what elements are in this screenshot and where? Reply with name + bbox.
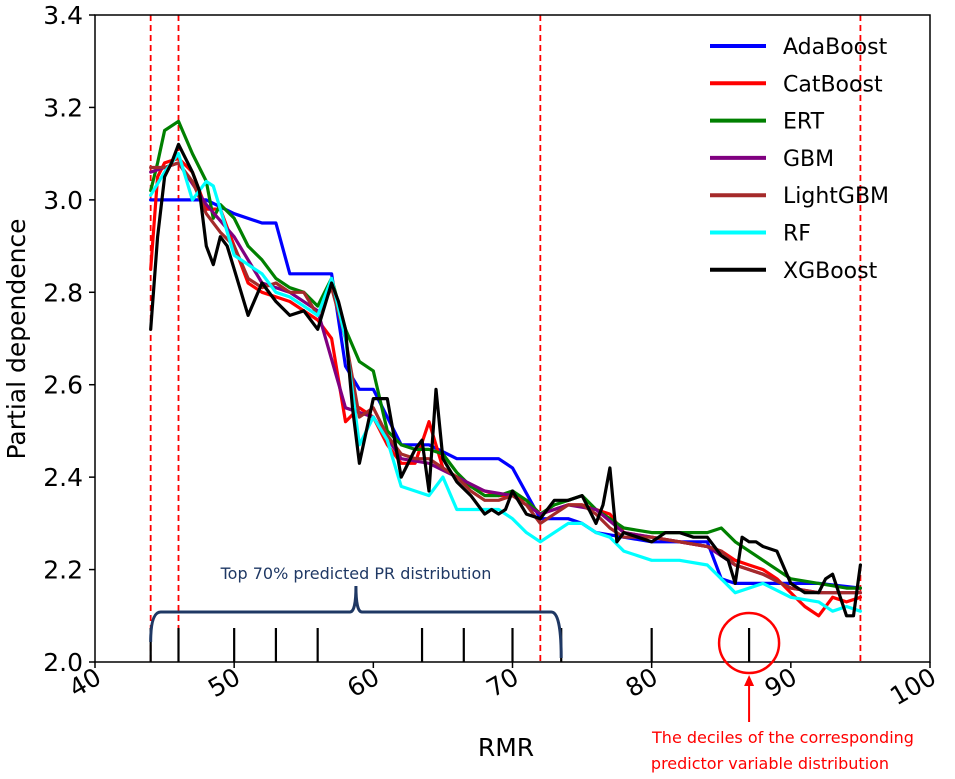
series-line-lightgbm [149,161,863,595]
x-tick-label: 50 [203,662,245,703]
x-tick-label: 70 [481,662,523,703]
legend-label-gbm: GBM [783,147,834,172]
y-tick-label: 2.2 [43,556,83,585]
series-line-gbm [149,161,863,595]
legend-label-ert: ERT [783,110,825,135]
y-tick-label: 3.0 [43,186,83,215]
y-tick-label: 2.4 [43,463,83,492]
series-line-catboost [149,156,863,618]
series-line-ert [149,119,863,590]
deciles-annotation-line-1: The deciles of the corresponding [651,728,914,747]
series-line-xgboost [149,142,863,618]
annotation-arrow-head [744,675,755,686]
y-tick-label: 2.8 [43,278,83,307]
series-line-rf [149,152,863,613]
x-tick-label: 100 [885,662,941,711]
bracket-annotation-text: Top 70% predicted PR distribution [220,564,492,583]
series-lines [149,119,863,618]
distribution-bracket [149,585,563,659]
legend-label-lightgbm: LightGBM [783,184,889,209]
vertical-reference-lines [149,15,862,662]
x-tick-label: 60 [342,662,384,703]
series-line-adaboost [149,198,863,590]
legend: AdaBoost CatBoost ERT GBM LightGBM RF XGBoost [710,35,889,284]
circled-decile-marker [717,611,781,675]
legend-label-catboost: CatBoost [783,72,883,97]
y-axis-label: Partial dependence [2,218,31,459]
y-tick-label: 2.0 [43,648,83,677]
x-axis-label: RMR [478,733,534,762]
x-tick-label: 80 [621,662,663,703]
decile-ticks [149,628,751,662]
legend-label-adaboost: AdaBoost [783,35,888,60]
deciles-annotation-line-2: predictor variable distribution [651,754,889,773]
legend-label-rf: RF [783,222,811,247]
legend-label-xgboost: XGBoost [783,259,878,284]
y-tick-label: 3.4 [43,1,83,30]
y-tick-label: 2.6 [43,371,83,400]
y-tick-label: 3.2 [43,93,83,122]
annotations: Top 70% predicted PR distribution The de… [149,564,914,773]
